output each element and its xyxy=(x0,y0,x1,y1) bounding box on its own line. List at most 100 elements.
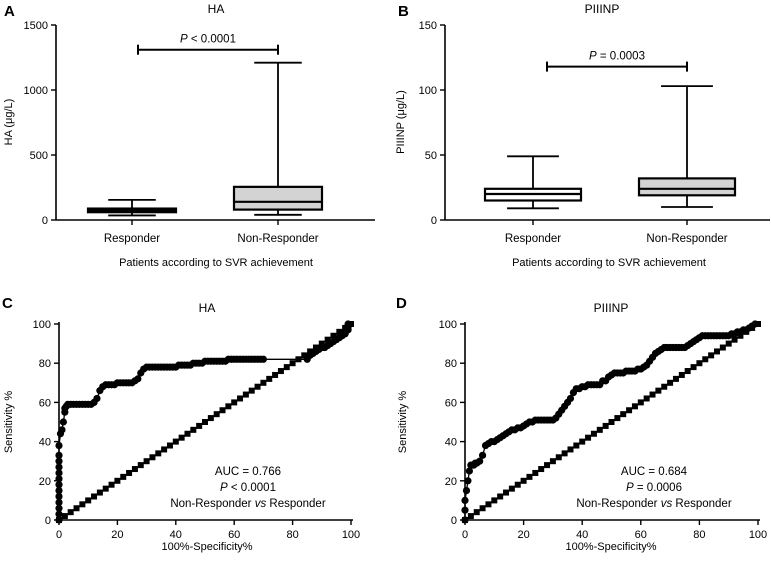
reference-point xyxy=(467,513,474,520)
reference-point xyxy=(79,501,86,508)
reference-point xyxy=(520,477,527,484)
roc-point xyxy=(465,467,473,475)
y-tick-label: 100 xyxy=(33,319,51,331)
reference-point xyxy=(532,469,539,476)
x-tick-label: 100 xyxy=(342,529,360,541)
reference-point xyxy=(207,415,214,422)
x-category-label: Responder xyxy=(505,233,561,245)
x-axis-label: Patients according to SVR achievement xyxy=(512,257,706,269)
x-tick-label: 20 xyxy=(111,529,123,541)
panel-letter-a: A xyxy=(4,3,15,20)
reference-point xyxy=(202,419,208,425)
y-tick-label: 0 xyxy=(451,515,457,527)
box-iqr xyxy=(637,177,737,197)
panel-letter-c: C xyxy=(2,295,13,312)
x-tick-label: 60 xyxy=(228,529,240,541)
reference-point xyxy=(161,446,168,453)
roc-point xyxy=(55,504,63,512)
p-value: < 0.0001 xyxy=(188,34,236,46)
reference-point xyxy=(225,403,232,410)
roc-point xyxy=(55,487,63,495)
roc-point xyxy=(55,469,63,477)
reference-point xyxy=(272,371,279,378)
reference-point xyxy=(614,415,621,422)
reference-point xyxy=(567,446,574,453)
y-tick-label: 50 xyxy=(425,150,437,162)
reference-point xyxy=(626,407,633,414)
reference-point xyxy=(561,450,568,457)
comparison-group-a: Non-Responder xyxy=(576,498,660,510)
roc-point xyxy=(478,451,487,459)
reference-point xyxy=(526,473,533,480)
p-symbol: P xyxy=(626,482,634,494)
reference-point xyxy=(166,442,173,449)
reference-point xyxy=(690,364,697,371)
roc-point xyxy=(461,506,469,514)
reference-point xyxy=(643,395,650,402)
y-tick-label: 40 xyxy=(445,437,457,449)
reference-point xyxy=(312,344,319,351)
comparison-group-a: Non-Responder xyxy=(170,498,254,510)
panel-c-roc-curve: HA 0 20 40 60 80 100 0 20 40 60 80 100 100%-Specifici… xyxy=(3,301,360,553)
p-value: < 0.0001 xyxy=(228,482,276,494)
auc-label: AUC = 0.766 xyxy=(215,466,281,478)
reference-point xyxy=(702,356,709,363)
roc-point xyxy=(55,451,63,459)
x-tick-label: 80 xyxy=(693,529,705,541)
reference-point xyxy=(491,497,498,504)
reference-point xyxy=(678,371,685,378)
reference-point xyxy=(254,383,261,390)
y-tick-label: 60 xyxy=(39,397,51,409)
reference-point xyxy=(713,348,720,355)
reference-point xyxy=(649,391,656,398)
y-tick-label: 500 xyxy=(30,150,48,162)
panel-d-roc-curve: PIIINP 0 20 40 60 80 100 0 20 40 60 80 100 100%-Speci… xyxy=(397,301,767,553)
x-axis-label: 100%-Specificity% xyxy=(565,541,656,553)
reference-point xyxy=(61,513,68,520)
x-category-label: Non-Responder xyxy=(237,233,318,245)
roc-point xyxy=(464,477,472,485)
p-value-label: P < 0.0001 xyxy=(220,482,276,494)
roc-point xyxy=(462,487,471,495)
reference-point xyxy=(172,438,179,445)
reference-point xyxy=(155,450,162,457)
reference-point xyxy=(503,489,510,496)
reference-point xyxy=(283,364,290,371)
reference-point xyxy=(190,426,197,433)
reference-point xyxy=(126,469,133,476)
reference-point xyxy=(708,352,715,359)
reference-point xyxy=(573,442,580,449)
significance-bracket xyxy=(137,44,279,55)
box-responder xyxy=(86,198,178,217)
reference-point xyxy=(755,321,761,327)
reference-point xyxy=(596,426,603,433)
roc-point xyxy=(55,457,63,465)
reference-point xyxy=(555,454,562,461)
x-axis-label: Patients according to SVR achievement xyxy=(119,257,313,269)
panel-letter-d: D xyxy=(396,295,407,312)
reference-point xyxy=(231,399,238,406)
y-axis-label: PIIINP (μg/L) xyxy=(395,90,407,154)
y-tick-label: 1000 xyxy=(24,85,48,97)
reference-point xyxy=(301,352,308,359)
y-tick-label: 20 xyxy=(39,476,51,488)
reference-point xyxy=(295,356,302,363)
reference-point xyxy=(737,332,744,339)
reference-point xyxy=(67,509,74,516)
p-value-label: P = 0.0006 xyxy=(626,482,682,494)
y-tick-label: 40 xyxy=(39,437,51,449)
y-axis-label: HA (μg/L) xyxy=(3,99,15,146)
roc-point xyxy=(93,394,101,403)
comparison-vs: vs xyxy=(255,498,267,510)
significance-bracket xyxy=(546,61,688,72)
y-axis-label: Sensitivity % xyxy=(3,391,15,454)
reference-point xyxy=(266,375,273,382)
reference-point xyxy=(108,481,115,488)
y-axis-label: Sensitivity % xyxy=(397,391,409,454)
roc-point xyxy=(58,426,66,434)
comparison-vs: vs xyxy=(661,498,673,510)
reference-point xyxy=(497,493,504,500)
p-value-label: P < 0.0001 xyxy=(180,34,236,46)
reference-point xyxy=(242,391,249,398)
reference-point xyxy=(260,379,267,386)
